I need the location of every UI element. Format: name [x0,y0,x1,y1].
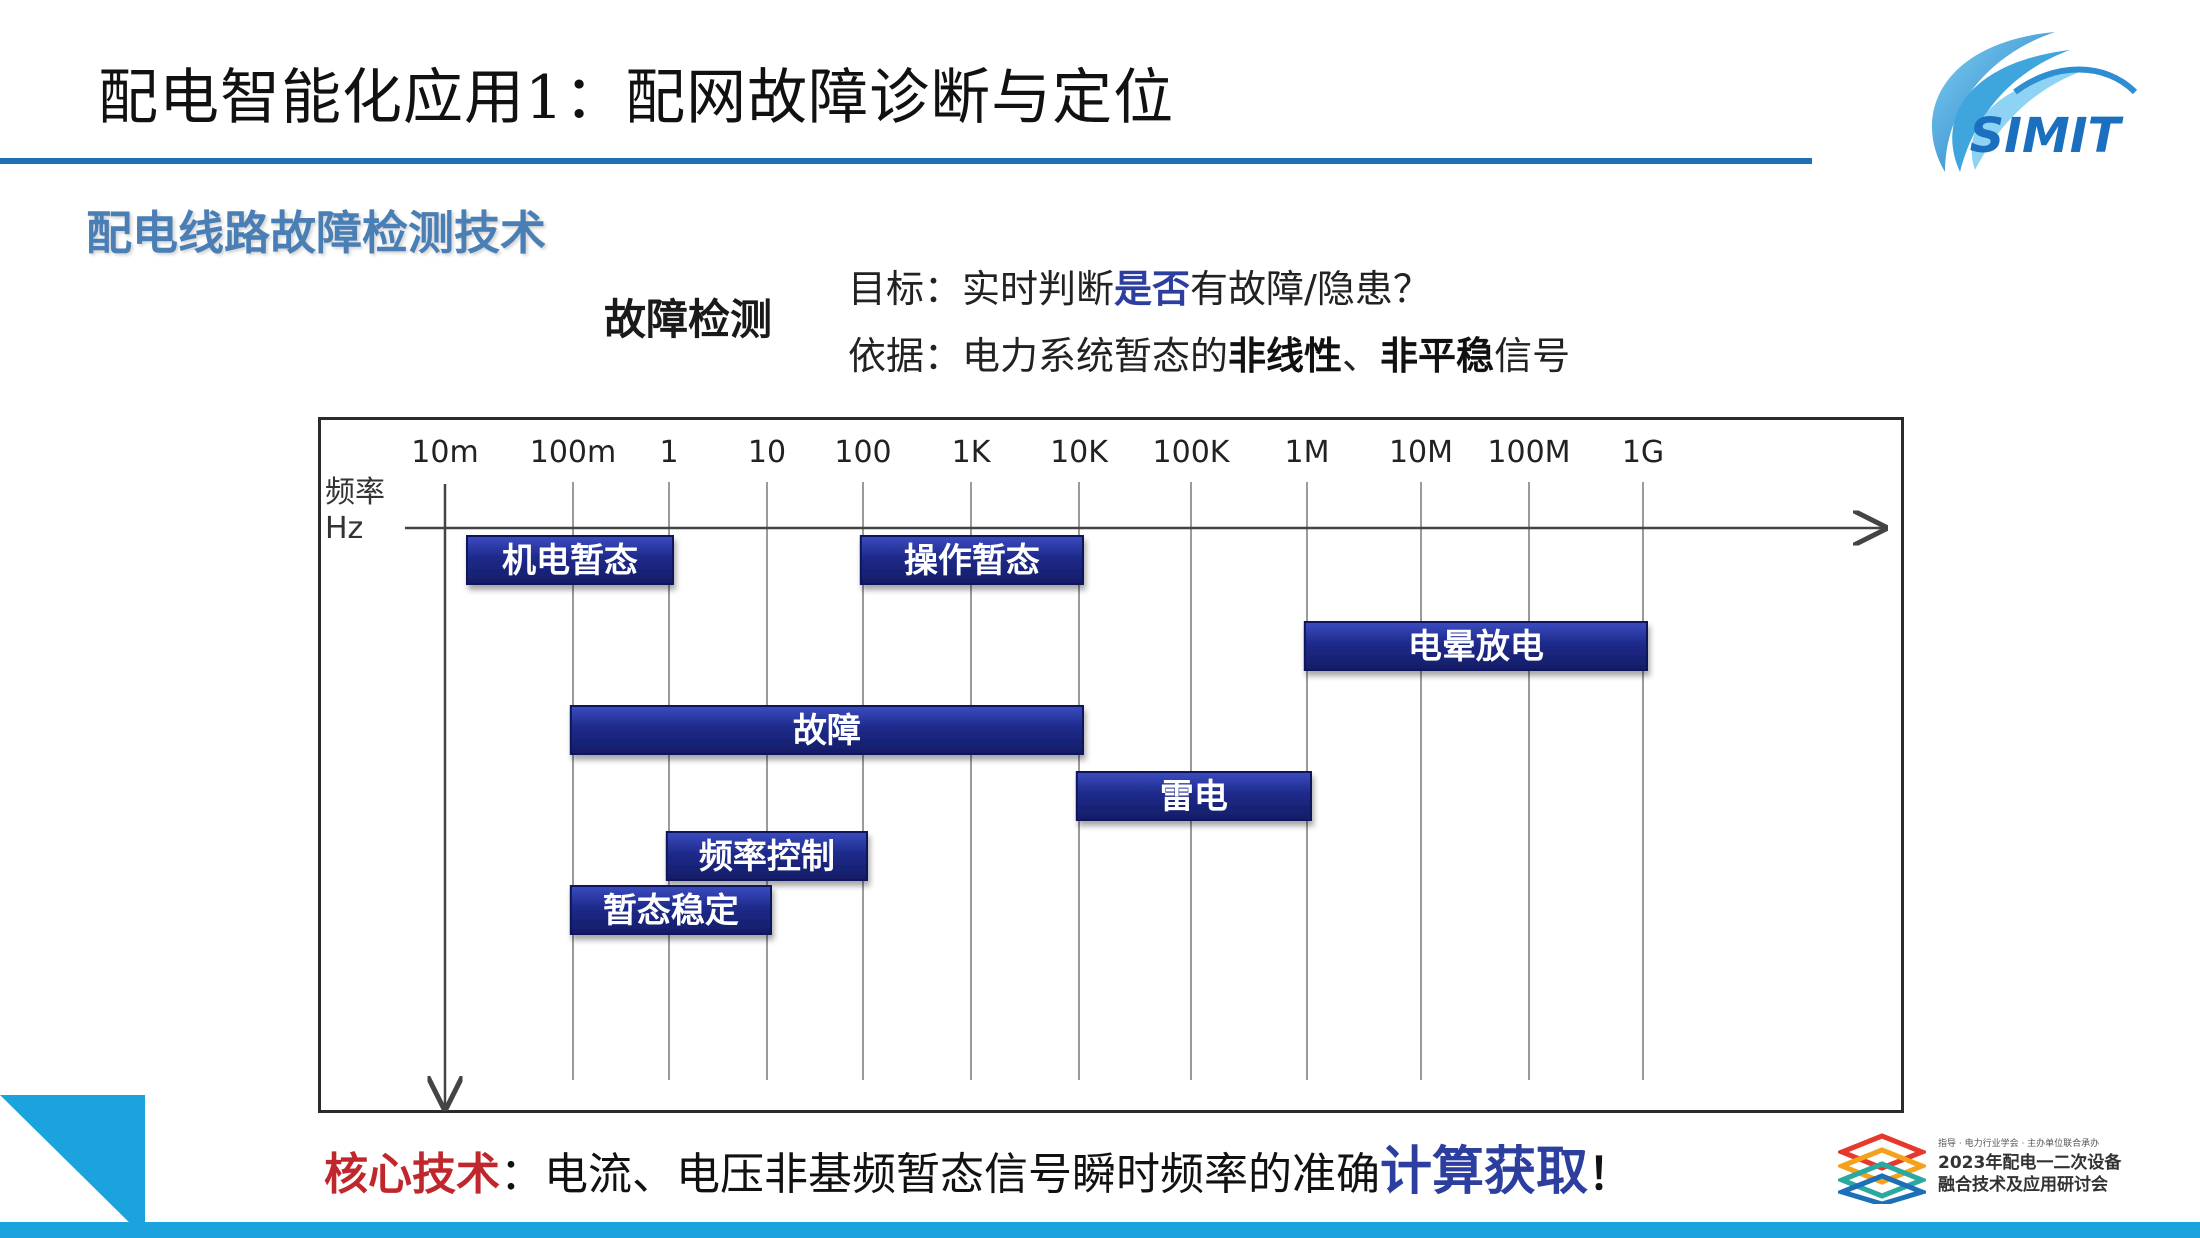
core-bang: ！ [1588,1149,1633,1200]
goal-highlight: 是否 [1114,267,1191,311]
conference-title-line2: 融合技术及应用研讨会 [1938,1175,2108,1195]
basis-line: 依据：电力系统暂态的非线性、非平稳信号 [848,330,1570,382]
tick-label: 100 [834,435,891,470]
axis-unit-hz: Hz [325,511,363,546]
frequency-chart: 频率 Hz 10m 100m 1 10 100 1K 10K 100K 1M 10M 100M 1G … [318,417,1904,1113]
core-highlight: 计算获取 [1380,1142,1589,1202]
range-bar-rect [466,535,674,585]
corner-accent [0,1095,145,1238]
section-title: 配电线路故障检测技术 [86,206,546,260]
range-bar: 暂态稳定 [569,885,772,935]
tick-label: 10m [411,435,478,470]
tick-label: 100m [530,435,616,470]
range-bar: 操作暂态 [859,535,1084,585]
title-divider [0,158,1812,164]
slide-title: 配电智能化应用1：配网故障诊断与定位 [98,63,1175,133]
tick-label: 10 [748,435,786,470]
basis-prefix: 依据：电力系统暂态的 [848,334,1229,378]
range-bar-rect [859,535,1084,585]
basis-bold-nonlinear: 非线性 [1228,334,1343,378]
bottom-divider [0,1222,2200,1238]
range-bar-label: 暂态稳定 [603,891,739,931]
basis-suffix: 信号 [1494,334,1571,378]
core-text: 电流、电压非基频暂态信号瞬时频率的准确 [544,1149,1380,1200]
conference-title-line1: 2023年配电一二次设备 [1938,1153,2122,1173]
axis-unit-freq: 频率 [325,475,385,510]
range-bar-rect [1303,621,1648,671]
simit-logo: SIMIT [1931,32,2138,172]
range-bar-rect [665,831,868,881]
conference-subtitle: 指导 · 电力行业学会 · 主办单位联合承办 [1938,1139,2100,1149]
goal-line: 目标：实时判断是否有故障/隐患？ [848,263,1431,315]
tick-label: 1M [1285,435,1330,470]
fault-detection-label: 故障检测 [604,295,773,344]
frequency-chart-svg: 频率 Hz 10m 100m 1 10 100 1K 10K 100K 1M 10M 100M 1G … [325,435,1907,1116]
range-bar-label: 频率控制 [699,837,835,877]
tick-label: 1K [952,435,992,470]
range-bar-label: 操作暂态 [904,541,1040,581]
range-bar-label: 雷电 [1160,777,1228,817]
range-bar-rect [1075,771,1312,821]
range-bar-rect [569,885,772,935]
range-bar: 故障 [569,705,1085,755]
goal-suffix: 有故障/隐患？ [1190,267,1431,311]
tick-label: 100M [1487,435,1570,470]
tick-label: 10K [1050,435,1109,470]
tick-label: 100K [1153,435,1231,470]
core-technology-line: 核心技术：电流、电压非基频暂态信号瞬时频率的准确计算获取！ [324,1140,1632,1207]
range-bar: 电晕放电 [1303,621,1648,671]
basis-bold-nonstationary: 非平稳 [1380,334,1495,378]
range-bar: 频率控制 [665,831,868,881]
basis-sep: 、 [1342,334,1381,378]
range-bar-label: 故障 [793,711,861,751]
range-bar-label: 机电暂态 [502,541,638,581]
core-sep: ： [500,1149,544,1200]
range-bar: 机电暂态 [466,535,674,585]
goal-prefix: 目标：实时判断 [848,267,1115,311]
range-bar-label: 电晕放电 [1408,627,1544,667]
range-bar-rect [569,705,1085,755]
conference-logo [1838,1133,1926,1204]
tick-label: 10M [1389,435,1453,470]
core-label: 核心技术 [324,1149,500,1200]
range-bar: 雷电 [1075,771,1312,821]
logo-text: SIMIT [1970,108,2124,164]
tick-label: 1 [659,435,678,470]
tick-label: 1G [1622,435,1664,470]
